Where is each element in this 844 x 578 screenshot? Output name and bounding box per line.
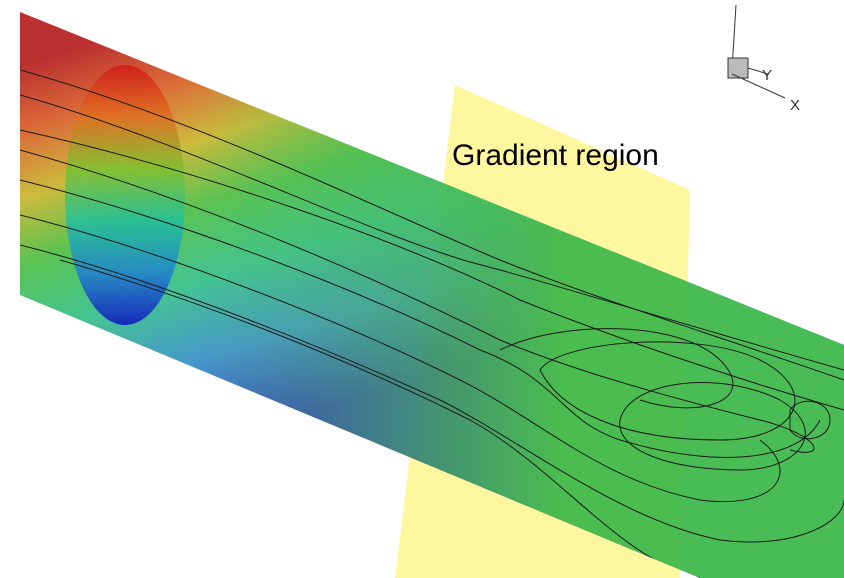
page: Y X Gradient region (() => { const data …: [0, 0, 844, 578]
axis-label-y: Y: [762, 67, 772, 84]
axis-label-x: X: [790, 97, 800, 114]
flow-visualization: Y X Gradient region: [0, 0, 844, 578]
inlet-section: [65, 65, 185, 325]
axis-triad: [728, 5, 785, 98]
annotation: Gradient region: [452, 139, 659, 172]
